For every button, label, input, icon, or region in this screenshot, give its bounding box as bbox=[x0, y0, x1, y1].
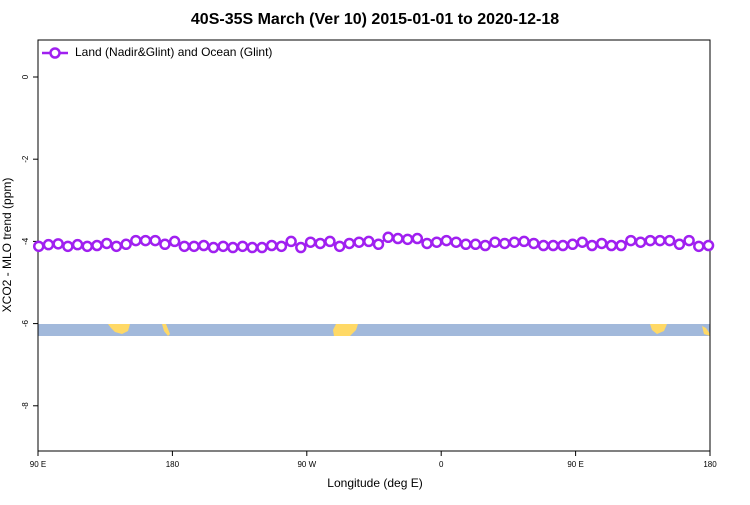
data-point bbox=[547, 239, 559, 252]
data-point bbox=[615, 239, 627, 252]
data-point bbox=[683, 234, 695, 247]
chart-title: 40S-35S March (Ver 10) 2015-01-01 to 202… bbox=[191, 11, 559, 28]
data-point bbox=[236, 240, 249, 253]
data-point bbox=[314, 237, 326, 250]
y-tick-label: -2 bbox=[21, 155, 30, 163]
data-point bbox=[32, 240, 45, 253]
x-tick-label: 90 E bbox=[567, 460, 583, 469]
x-tick-label: 0 bbox=[439, 460, 444, 469]
data-point bbox=[110, 240, 123, 253]
data-point bbox=[168, 235, 181, 248]
data-point bbox=[586, 239, 598, 252]
data-point bbox=[130, 234, 142, 247]
data-point bbox=[372, 238, 385, 251]
data-point bbox=[576, 236, 589, 248]
data-point bbox=[295, 241, 307, 254]
data-point bbox=[654, 234, 666, 247]
data-point bbox=[479, 239, 492, 252]
data-point bbox=[265, 239, 278, 252]
land bbox=[333, 324, 358, 336]
data-point bbox=[42, 238, 55, 251]
data-point bbox=[363, 235, 375, 248]
data-point bbox=[91, 239, 103, 252]
legend-marker bbox=[49, 47, 61, 59]
data-point bbox=[663, 234, 676, 247]
data-point bbox=[528, 237, 540, 250]
data-point bbox=[304, 236, 317, 248]
data-point bbox=[324, 235, 336, 248]
data-point bbox=[693, 240, 705, 253]
data-point bbox=[62, 240, 74, 253]
data-point bbox=[178, 240, 191, 253]
x-tick-label: 180 bbox=[703, 460, 717, 469]
data-point bbox=[285, 235, 297, 248]
data-point bbox=[566, 238, 579, 251]
x-axis-label: Longitude (deg E) bbox=[327, 476, 422, 490]
data-point bbox=[537, 239, 550, 252]
data-point bbox=[440, 234, 453, 247]
land bbox=[650, 324, 667, 334]
x-tick-label: 180 bbox=[166, 460, 180, 469]
data-point bbox=[139, 234, 152, 247]
data-point bbox=[52, 238, 64, 250]
data-point bbox=[460, 238, 472, 251]
data-point bbox=[333, 240, 346, 253]
data-point bbox=[595, 237, 608, 250]
y-tick-label: -4 bbox=[21, 237, 30, 245]
data-point bbox=[634, 236, 647, 248]
data-point bbox=[673, 238, 686, 251]
y-tick-label: -8 bbox=[21, 402, 30, 410]
data-point bbox=[498, 237, 511, 250]
data-point bbox=[227, 241, 239, 254]
data-point bbox=[557, 239, 569, 252]
data-point bbox=[508, 236, 521, 248]
data-point bbox=[702, 239, 715, 252]
x-tick-label: 90 W bbox=[297, 460, 316, 469]
data-point bbox=[100, 237, 113, 250]
land bbox=[162, 324, 170, 336]
y-axis-label: XCO2 - MLO trend (ppm) bbox=[0, 178, 14, 313]
data-point bbox=[644, 234, 657, 247]
data-point bbox=[382, 231, 394, 244]
land bbox=[702, 326, 710, 336]
data-point bbox=[71, 238, 84, 251]
data-point bbox=[275, 240, 288, 253]
x-tick-label: 90 E bbox=[30, 460, 46, 469]
data-point bbox=[343, 237, 356, 250]
land bbox=[108, 324, 130, 334]
data-point bbox=[489, 236, 501, 248]
data-point bbox=[217, 240, 229, 253]
data-point bbox=[120, 238, 132, 251]
legend-label: Land (Nadir&Glint) and Ocean (Glint) bbox=[75, 45, 272, 59]
data-point bbox=[401, 233, 414, 246]
data-point bbox=[605, 239, 618, 252]
data-point bbox=[353, 236, 365, 248]
data-point bbox=[188, 240, 200, 253]
data-point bbox=[430, 236, 443, 248]
data-point bbox=[256, 241, 268, 254]
map-strip bbox=[38, 324, 710, 336]
data-point bbox=[159, 238, 171, 251]
y-tick-label: 0 bbox=[21, 74, 30, 79]
data-point bbox=[392, 232, 404, 245]
data-point bbox=[198, 239, 210, 252]
data-point bbox=[421, 237, 433, 250]
data-point bbox=[246, 241, 259, 254]
data-point bbox=[450, 236, 462, 248]
data-point bbox=[469, 238, 482, 251]
data-point bbox=[411, 232, 424, 245]
data-point bbox=[625, 234, 637, 247]
ocean-band bbox=[38, 324, 710, 336]
data-point bbox=[81, 240, 94, 253]
data-point bbox=[149, 234, 161, 247]
data-point bbox=[518, 235, 530, 248]
y-tick-label: -6 bbox=[21, 319, 30, 327]
data-point bbox=[207, 241, 220, 254]
